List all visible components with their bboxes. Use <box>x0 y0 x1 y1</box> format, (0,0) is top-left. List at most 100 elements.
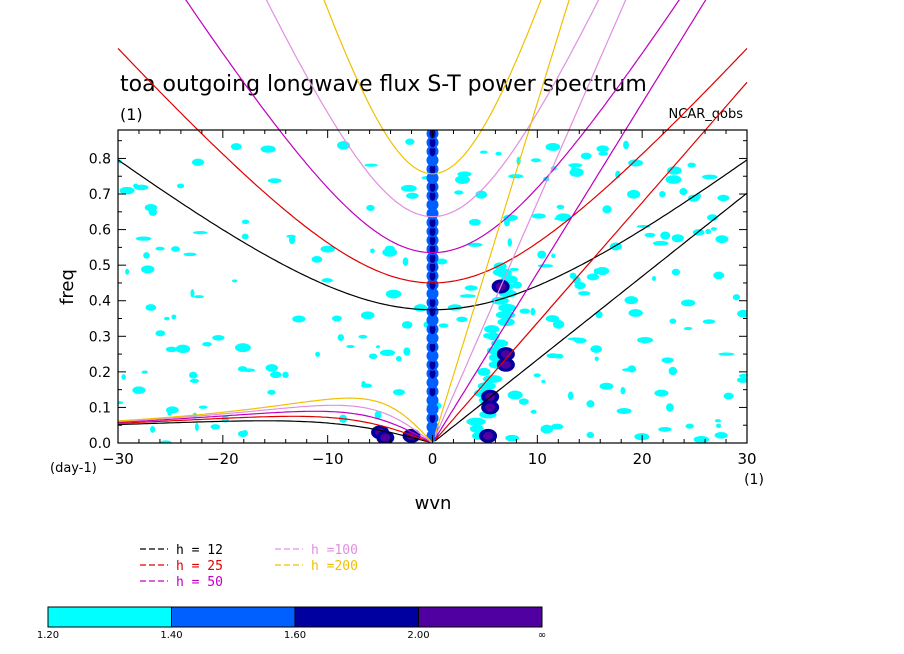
power-speck <box>385 289 402 299</box>
power-contours <box>118 130 747 443</box>
power-speck <box>132 386 146 394</box>
power-peak-core <box>485 403 496 412</box>
colorbar: 1.20 1.40 1.60 2.00 ∞ <box>37 606 546 641</box>
power-stripe-core <box>429 341 436 352</box>
power-stripe <box>426 332 439 345</box>
power-speck <box>596 145 609 153</box>
power-stripe-core <box>429 226 436 237</box>
power-speck <box>531 213 546 219</box>
power-stripe-core <box>429 164 436 175</box>
power-speck <box>134 184 149 191</box>
power-speck <box>435 258 448 265</box>
power-speck <box>192 230 208 235</box>
inertia-gravity-curve <box>117 47 748 284</box>
power-speck <box>402 257 409 266</box>
rossby-curve <box>117 410 433 444</box>
power-speck <box>737 309 747 318</box>
power-speck <box>143 252 150 259</box>
power-speck <box>654 389 669 397</box>
x-axis: −30 −20 −10 0 10 20 30 <box>102 130 757 468</box>
colorbar-segment <box>171 606 296 628</box>
power-speck <box>282 371 289 379</box>
power-stripe-core <box>429 181 436 192</box>
power-speck <box>595 310 603 319</box>
power-speck <box>337 334 345 342</box>
power-speck <box>194 423 199 432</box>
power-stripe-core <box>429 359 436 370</box>
power-speck <box>183 252 197 257</box>
power-speck <box>368 353 378 360</box>
power-speck <box>723 392 734 400</box>
y-axis-label: freq <box>57 269 78 305</box>
dataset-label: NCAR_qobs <box>669 107 744 122</box>
power-speck <box>669 318 677 324</box>
power-speck <box>671 234 684 243</box>
power-ridge <box>484 325 500 334</box>
power-speck <box>260 145 276 153</box>
y-tick-label: 0.5 <box>89 258 111 274</box>
power-speck <box>590 345 602 353</box>
power-stripe <box>426 198 439 211</box>
power-speck <box>509 267 519 271</box>
power-speck <box>265 364 279 372</box>
power-speck <box>658 426 672 432</box>
power-speck <box>141 265 155 274</box>
power-speck <box>552 319 565 329</box>
power-speck <box>370 248 375 254</box>
power-speck <box>545 315 560 323</box>
power-speck <box>503 218 510 227</box>
power-speck <box>508 174 524 179</box>
power-speck <box>705 228 712 235</box>
power-speck <box>530 409 537 414</box>
kelvin-curve <box>434 192 748 442</box>
power-speck <box>714 431 728 439</box>
power-speck <box>505 434 519 442</box>
power-speck <box>736 377 747 383</box>
power-speck <box>155 246 165 251</box>
power-speck <box>595 266 610 276</box>
power-speck <box>454 190 464 195</box>
power-speck <box>715 235 729 244</box>
power-speck <box>716 423 722 429</box>
power-peak-core <box>500 360 511 369</box>
power-speck <box>400 184 417 192</box>
power-speck <box>530 158 542 163</box>
colorbar-segment <box>294 606 419 628</box>
power-speck <box>550 423 564 430</box>
power-speck <box>292 315 306 323</box>
power-speck <box>190 289 195 298</box>
power-speck <box>141 370 148 374</box>
power-speck <box>288 235 296 245</box>
y-unit-label: (day-1) <box>50 461 97 476</box>
legend-label: h =200 <box>311 559 358 574</box>
power-speck <box>202 341 212 347</box>
y-tick-label: 0.2 <box>89 365 111 381</box>
power-speck <box>189 371 198 379</box>
power-stripe-core <box>429 244 436 255</box>
power-speck <box>541 379 546 384</box>
power-stripe <box>426 287 439 300</box>
power-speck <box>637 336 654 344</box>
power-stripe <box>426 394 439 407</box>
power-stripe-core <box>429 190 436 201</box>
power-speck <box>148 208 158 216</box>
colorbar-label: 2.00 <box>407 630 429 641</box>
power-speck <box>713 271 725 280</box>
power-speck <box>468 218 481 226</box>
power-speck <box>652 275 657 282</box>
power-stripe-core <box>429 297 436 308</box>
power-speck <box>118 401 124 405</box>
power-speck <box>668 366 678 376</box>
power-speck <box>714 419 721 423</box>
power-speck <box>405 138 415 145</box>
power-stripe <box>426 376 439 389</box>
power-speck <box>493 262 507 271</box>
power-speck <box>459 294 476 298</box>
rossby-curve <box>117 404 433 444</box>
power-stripe-core <box>429 368 436 379</box>
power-ridge <box>469 424 484 433</box>
power-speck <box>702 319 716 324</box>
power-stripe-core <box>429 279 436 290</box>
power-speck <box>652 240 669 246</box>
